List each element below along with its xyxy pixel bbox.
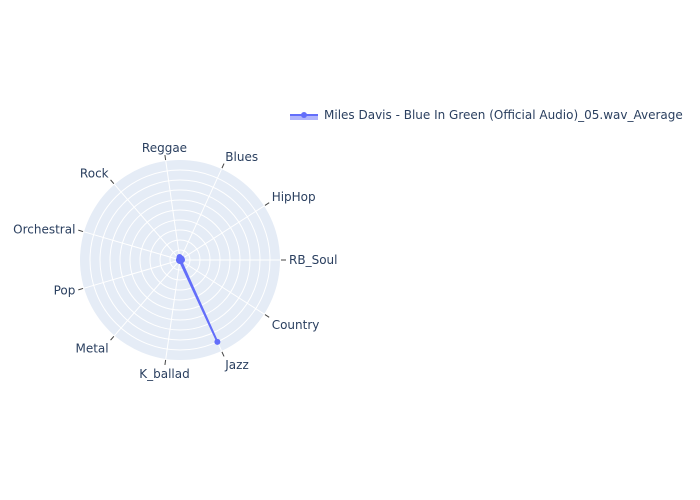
grid-spoke — [179, 259, 265, 315]
angular-tick — [78, 287, 84, 291]
legend-marker-swatch — [301, 112, 307, 118]
angular-label: Metal — [75, 341, 108, 355]
series-layer — [176, 254, 221, 345]
angular-label: Orchestral — [13, 222, 75, 236]
angular-tick — [110, 179, 115, 184]
angular-tick — [164, 359, 167, 365]
angular-label: HipHop — [272, 190, 316, 204]
angular-tick — [110, 336, 115, 341]
angular-tick — [264, 202, 270, 206]
angular-label: Pop — [54, 284, 76, 298]
grid-spoke — [83, 231, 181, 261]
angular-labels: RB_Soul Country Jazz K_ballad Metal Pop Orches… — [13, 141, 337, 381]
grid-spoke — [114, 259, 181, 336]
angular-label: K_ballad — [139, 367, 189, 381]
legend-series-name: Miles Davis - Blue In Green (Official Au… — [324, 108, 683, 122]
angular-label: RB_Soul — [289, 253, 337, 267]
grid-spoke — [83, 259, 181, 289]
grid-spoke — [165, 259, 181, 360]
angular-tick — [221, 351, 225, 357]
angular-tick — [264, 314, 270, 318]
data-point[interactable] — [214, 338, 221, 345]
angular-label: Reggae — [142, 141, 187, 155]
grid-spoke — [179, 168, 222, 261]
data-point[interactable] — [178, 255, 185, 262]
angular-label: Blues — [225, 150, 258, 164]
grid-spoke — [179, 205, 265, 261]
angular-ticks — [78, 155, 286, 365]
legend[interactable]: Miles Davis - Blue In Green (Official Au… — [290, 108, 683, 122]
grid-spoke — [114, 184, 181, 261]
angular-tick — [221, 163, 225, 169]
grid-spoke — [165, 160, 181, 261]
angular-label: Rock — [80, 167, 109, 181]
angular-label: Jazz — [224, 358, 249, 372]
angular-tick — [78, 229, 84, 233]
angular-label: Country — [272, 318, 320, 332]
angular-tick — [164, 155, 167, 161]
